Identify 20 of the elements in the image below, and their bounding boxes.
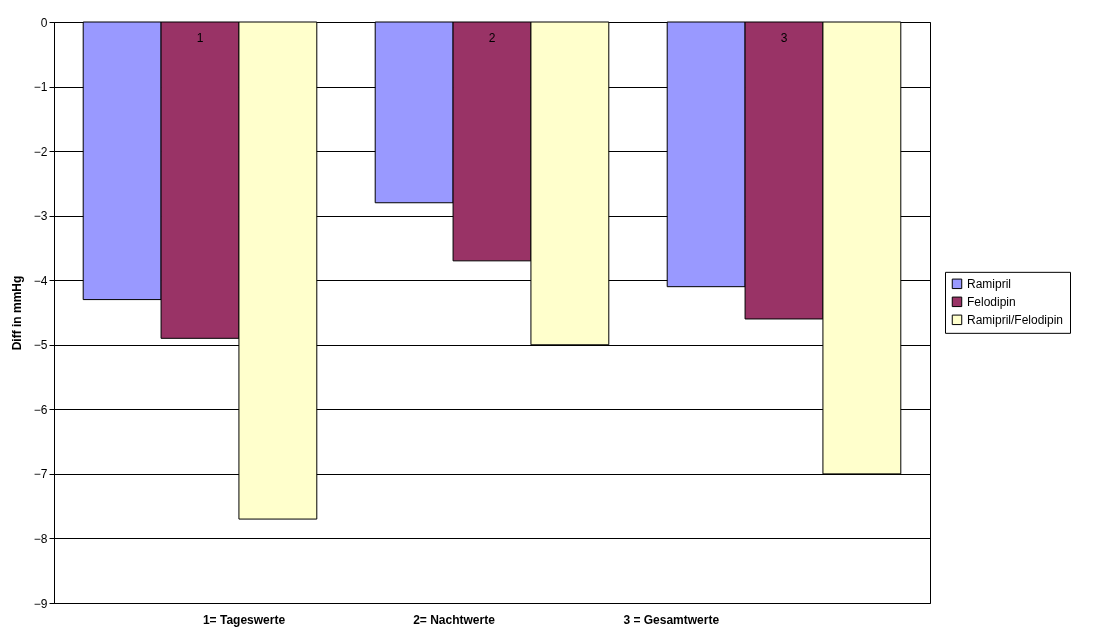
legend-label: Ramipril	[967, 276, 1012, 291]
y-tick-label: −9	[33, 596, 48, 611]
y-tick-label: −7	[33, 467, 48, 482]
text: 1= Tageswerte	[202, 613, 286, 627]
x-tick-label: 2	[488, 30, 496, 45]
y-tick-label: −5	[33, 338, 48, 353]
y-tick-label: −2	[33, 144, 48, 159]
y-tick-label: −3	[33, 209, 48, 224]
legend-label: Felodipin	[967, 294, 1016, 309]
y-tick-label: 0	[40, 15, 48, 30]
legend-label: Ramipril/Felodipin	[967, 312, 1064, 327]
y-tick-label: −4	[33, 273, 48, 288]
text: 3 = Gesamtwerte	[623, 613, 720, 627]
text: 2= Nachtwerte	[413, 613, 496, 627]
y-tick-label: −8	[33, 531, 48, 546]
x-tick-label: 1	[196, 30, 204, 45]
y-tick-label: −6	[33, 402, 48, 417]
y-tick-label: −1	[33, 80, 48, 95]
y-axis-title: Diff in mmHg	[9, 275, 24, 351]
x-tick-label: 3	[780, 30, 788, 45]
